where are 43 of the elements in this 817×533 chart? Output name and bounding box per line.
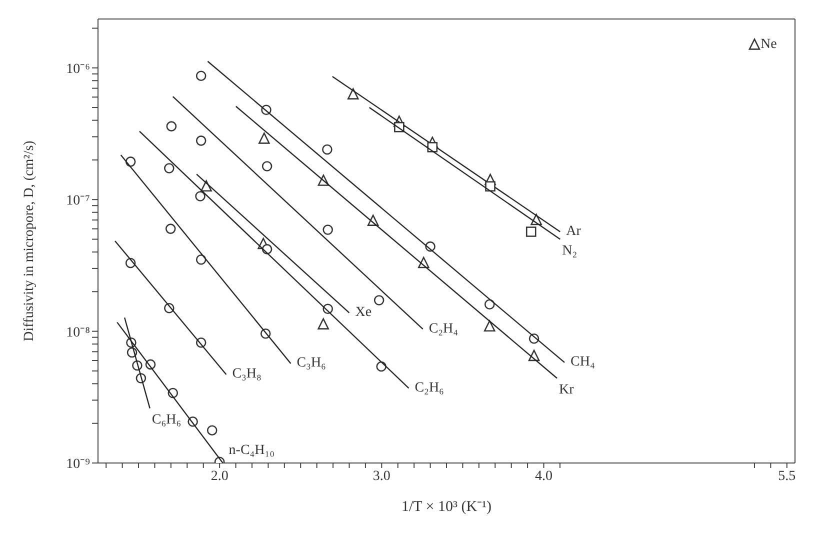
x-tick-label: 5.5: [778, 468, 796, 484]
point: [196, 254, 206, 265]
series-label: C₂H₆: [414, 380, 444, 396]
y-tick-label: 10⁻⁸: [66, 325, 90, 340]
x-tick-label: 4.0: [535, 468, 553, 484]
point: [485, 181, 496, 192]
point: [166, 121, 177, 132]
series-label: C₃H₈: [232, 366, 262, 382]
series-label: C₆H₆: [152, 412, 182, 428]
series-label: N₂: [562, 243, 578, 258]
point: [322, 224, 333, 235]
point: [347, 88, 359, 100]
point: [427, 142, 438, 152]
series-label: Ne: [760, 36, 777, 52]
point: [164, 163, 174, 174]
series-label: C₃H₆: [296, 356, 326, 371]
x-tick-label: 2.0: [210, 468, 228, 484]
series-label: C₂H₄: [428, 321, 458, 336]
series-label: Xe: [355, 305, 372, 320]
x-axis-title: 1/T × 10³ (K⁻¹): [401, 499, 492, 515]
x-tick-label: 3.0: [372, 468, 390, 484]
y-tick-label: 10⁻⁶: [66, 62, 90, 77]
series-label: n-C₄H₁₀: [228, 443, 275, 458]
point: [165, 224, 176, 234]
point: [484, 299, 495, 310]
point: [206, 425, 218, 436]
y-tick-label: 10⁻⁷: [66, 194, 90, 209]
point: [748, 38, 760, 50]
y-tick-label: 10⁻⁹: [66, 456, 90, 472]
point: [196, 70, 206, 81]
series-label: CH₄: [570, 354, 595, 370]
point: [196, 136, 206, 146]
point: [195, 191, 206, 202]
point: [318, 318, 329, 330]
point: [258, 132, 270, 144]
point: [322, 144, 332, 155]
point: [526, 226, 536, 237]
point: [374, 295, 384, 306]
series-label: Ar: [566, 224, 582, 239]
point: [262, 161, 272, 172]
y-axis-title: Diffusivity in micropore, D, (cm²/s): [22, 140, 37, 342]
point: [484, 320, 496, 332]
series-label: Kr: [559, 382, 574, 398]
